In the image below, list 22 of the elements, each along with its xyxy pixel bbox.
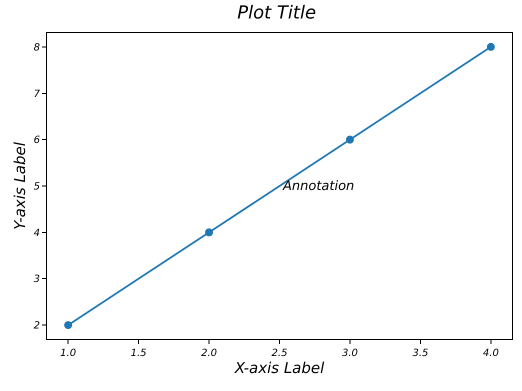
x-tick-label: 3.5 [412,348,428,359]
x-tick-label: 2.0 [201,348,218,359]
y-tick-label: 6 [34,135,40,146]
y-tick-label: 7 [34,88,41,100]
x-tick-label: 2.5 [272,348,288,359]
annotation: Annotation [282,179,354,194]
y-tick-label: 2 [34,320,40,332]
x-tick-label: 1.0 [60,348,76,359]
x-tick-label: 4.0 [482,348,499,359]
chart-title: Plot Title [237,2,316,24]
y-tick-label: 3 [34,274,40,286]
y-tick-label: 8 [34,42,40,54]
point [346,136,354,144]
point [205,228,214,236]
x-axis-title: X-axis Label [234,359,326,377]
x-tick-label: 3.0 [342,348,358,359]
y-tick-label: 5 [34,182,40,192]
x-tick-label: 1.5 [130,348,147,359]
point [486,42,495,51]
y-axis-title: Y-axis Label [10,141,29,230]
y-tick-label: 4 [34,228,40,239]
point [64,321,72,330]
